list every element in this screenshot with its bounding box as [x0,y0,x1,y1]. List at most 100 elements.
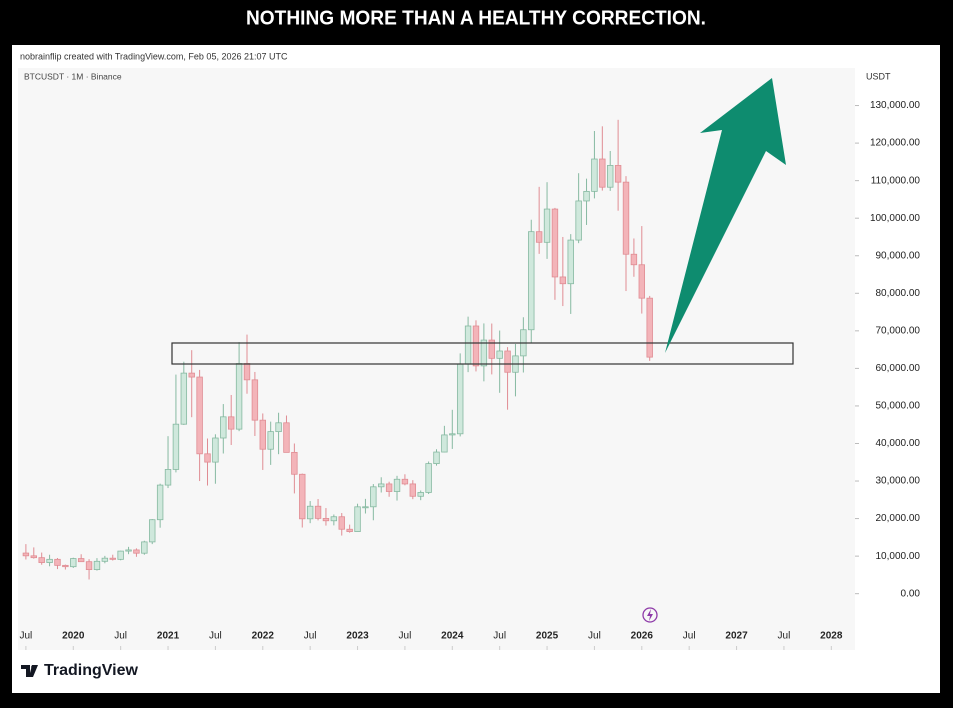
candle-body [291,451,298,475]
candle-body [599,158,606,188]
candle-body [575,200,582,241]
candle-body [362,506,369,509]
icon-bolt [647,609,653,621]
candle-body [464,325,472,365]
y-tick-label: 70,000.00 [876,325,921,336]
support-zone [171,342,794,365]
y-tick-label: 90,000.00 [876,250,921,261]
candle-body [409,483,417,497]
candle-body [299,473,306,520]
y-tick-label: 60,000.00 [876,363,921,374]
symbol: BTCUSDT · 1M · Binance [24,71,122,81]
candle-body [46,558,53,563]
x-tick-label: 2028 [820,631,843,642]
candle-body [30,555,37,559]
candle-body [638,264,646,299]
x-tick-label: 2023 [346,631,369,642]
candle-body [235,363,243,430]
candle-body [314,505,322,519]
candle-body [393,478,401,492]
y-tick-label: 130,000.00 [870,100,920,111]
candle-body [614,165,622,183]
candle-body [77,558,85,563]
brand-name: TradingView [44,662,139,679]
candle-body [251,379,259,421]
candle-body [259,419,266,450]
candle-body [425,463,432,493]
credit: nobrainflip created with TradingView.com… [20,51,288,61]
x-tick-label: 2022 [252,631,275,642]
candle-body [488,339,495,359]
candle-body [401,478,409,485]
candle-body [196,376,203,455]
candle-body [275,422,282,433]
candle-body [449,433,456,436]
candle-body [149,519,156,543]
y-tick-label: 80,000.00 [876,288,921,299]
candle-body [125,549,132,552]
x-tick-label: 2026 [631,631,654,642]
candle-body [535,231,543,243]
candle-body [156,484,164,521]
x-tick-label: Jul [683,631,696,642]
y-tick-label: 110,000.00 [871,175,921,186]
candle-body [62,564,69,568]
candle-body [38,557,45,563]
candle-body [306,505,314,520]
y-tick-label: 120,000.00 [870,138,920,149]
candle-body [54,558,61,566]
candle-body [204,453,211,463]
y-tick-label: 40,000.00 [876,438,921,449]
candle-body [441,434,448,453]
candle-body [322,517,330,522]
candle-body [583,190,590,202]
candle-body [504,350,511,373]
x-tick-label: 2020 [62,631,85,642]
candle-body [227,416,235,430]
icon-circle [642,607,658,623]
candle-body [267,431,274,450]
candle-body [212,437,219,463]
x-tick-label: 2027 [725,631,748,642]
candle-body [164,469,172,486]
candle-body [370,486,377,508]
y-axis-label: USDT [866,71,891,81]
candle-body [85,561,93,571]
candle-body [543,208,551,243]
lightning-icon [642,607,658,623]
x-tick-label: 2024 [441,631,464,642]
candle-body [141,541,148,554]
candle-body [354,506,361,532]
candle-body [433,451,440,465]
candle-body [622,181,630,255]
x-tick-label: 2025 [536,631,559,642]
candle-body [283,422,290,453]
headline: NOTHING MORE THAN A HEALTHY CORRECTION. [246,7,706,29]
x-tick-label: Jul [209,631,222,642]
candle-body [567,239,574,285]
candle-body [607,165,614,188]
x-tick-label: Jul [399,631,412,642]
candle-body [480,339,488,367]
x-tick-label: Jul [588,631,601,642]
candle-body [385,483,393,492]
candle-body [188,372,195,378]
candle-body [591,158,598,192]
candle-body [22,552,30,557]
candle-body [338,516,345,530]
y-tick-label: 10,000.00 [876,551,921,562]
candle-body [109,557,116,560]
candle-body [70,558,77,568]
y-tick-label: 30,000.00 [876,476,921,487]
candle-body [528,231,535,331]
candle-body [646,297,653,358]
candle-body [243,363,251,381]
x-tick-label: Jul [493,631,506,642]
x-tick-label: Jul [778,631,791,642]
x-tick-label: Jul [19,631,32,642]
candle-body [551,208,559,278]
x-tick-label: Jul [304,631,317,642]
candle-body [172,423,180,470]
